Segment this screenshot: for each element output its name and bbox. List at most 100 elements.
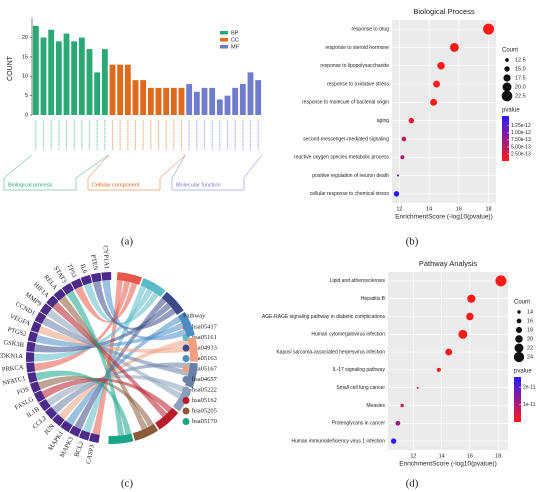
x-tick-label: 16 (467, 453, 473, 459)
bar (155, 87, 162, 115)
ribbon (102, 280, 187, 341)
size-key (501, 90, 513, 102)
bubble (400, 155, 405, 160)
size-key (515, 335, 523, 343)
legend-swatch (220, 45, 228, 49)
panel-label: (c) (121, 478, 134, 490)
bubble (495, 275, 507, 287)
bar (247, 72, 254, 115)
bubble (396, 174, 399, 177)
size-key (515, 326, 523, 334)
y-tick-label: positive regulation of neuron death (312, 173, 389, 179)
size-legend-title: Count (514, 300, 530, 306)
y-tick-label: 0 (25, 112, 28, 118)
gene-arc (26, 352, 35, 362)
bar (209, 87, 216, 115)
bar (239, 84, 246, 115)
gene-label: CYP1A1 (102, 245, 110, 269)
legend-swatch (220, 38, 228, 42)
ribbon (35, 322, 185, 348)
gene-arc (30, 321, 42, 333)
colorbar (502, 116, 509, 161)
ribbon (74, 297, 167, 430)
gene-arc (27, 331, 38, 343)
legend-swatch (182, 365, 190, 373)
size-key (514, 343, 524, 353)
y-tick-label: Human immunodeficiency virus 1 infection (291, 438, 385, 444)
size-key (513, 351, 525, 363)
size-key (504, 66, 510, 72)
bar (109, 64, 116, 115)
pathway-arc (108, 433, 134, 444)
y-tick-label: response to molecule of bacterial origin (302, 100, 389, 106)
bar (163, 87, 170, 115)
bar (32, 25, 39, 115)
y-tick-label: IL-17 signaling pathway (332, 367, 385, 373)
bubble (416, 386, 419, 389)
bar (132, 80, 139, 115)
gene-label: JUN (43, 423, 56, 437)
chart-title: Biological Process (413, 7, 475, 16)
pathway-arc (132, 423, 159, 441)
ribbon (66, 290, 125, 436)
colorbar-label: 2e-11 (523, 385, 536, 391)
color-legend-title: pvalue (502, 108, 520, 114)
gene-arc (69, 425, 82, 438)
bubble (445, 348, 453, 356)
bubble (466, 312, 474, 321)
gene-arc (33, 390, 46, 403)
y-tick-label: 5 (25, 93, 28, 99)
bubble (467, 294, 476, 303)
legend-swatch (182, 386, 190, 394)
gene-arc (38, 398, 51, 412)
legend-label: BP (231, 30, 239, 36)
y-tick-label: Hepatitis B (361, 296, 386, 302)
legend-swatch (220, 31, 228, 35)
gene-label: IL1B (26, 405, 42, 419)
ribbon (52, 302, 168, 418)
gene-arc (46, 295, 59, 308)
bar (78, 37, 85, 115)
gene-arc (52, 414, 65, 427)
y-tick-label: Proteoglycans in cancer (332, 421, 386, 427)
gene-label: PTGS2 (7, 326, 27, 338)
ribbon (83, 282, 159, 325)
gene-arc (101, 272, 112, 281)
size-key (502, 82, 512, 92)
legend-swatch (182, 355, 190, 362)
x-tick-label: 12 (410, 453, 416, 459)
size-legend-label: 22 (527, 345, 533, 351)
ribbon (58, 338, 189, 420)
gene-arc (44, 406, 58, 420)
panel-label: (b) (406, 236, 419, 248)
gene-arc (34, 311, 47, 324)
x-tick-label: 16 (456, 206, 462, 212)
y-tick-label: response to lipopolysaccharide (320, 63, 389, 69)
legend-swatch (182, 376, 190, 383)
size-legend-label: 17.5 (515, 75, 526, 81)
gene-arc (39, 303, 52, 316)
legend-label: hsa04657 (192, 376, 218, 383)
bubble (390, 438, 397, 444)
bubble (436, 367, 441, 372)
gene-label: CDKN1A (0, 353, 23, 360)
gene-arc (88, 433, 100, 443)
gene-arc (29, 381, 41, 393)
ribbon (74, 282, 138, 323)
size-legend-label: 22.5 (515, 93, 526, 99)
x-tick-label: 14 (426, 206, 432, 212)
bar (170, 87, 177, 115)
x-axis-label: EnrichmentScore (-log10(pvalue)) (395, 214, 493, 221)
y-tick-label: Kaposi sarcoma-associated herpesvirus in… (276, 349, 385, 355)
pathway-arc (161, 291, 184, 315)
bar (71, 41, 78, 115)
size-legend-title: Count (502, 48, 518, 54)
legend-label: hsa05170 (192, 418, 217, 425)
ribbon (38, 325, 190, 354)
bubble (401, 136, 407, 142)
ribbon (34, 302, 172, 353)
bar (255, 80, 262, 115)
x-axis-label: EnrichmentScore (-log10(pvalue)) (399, 461, 497, 468)
